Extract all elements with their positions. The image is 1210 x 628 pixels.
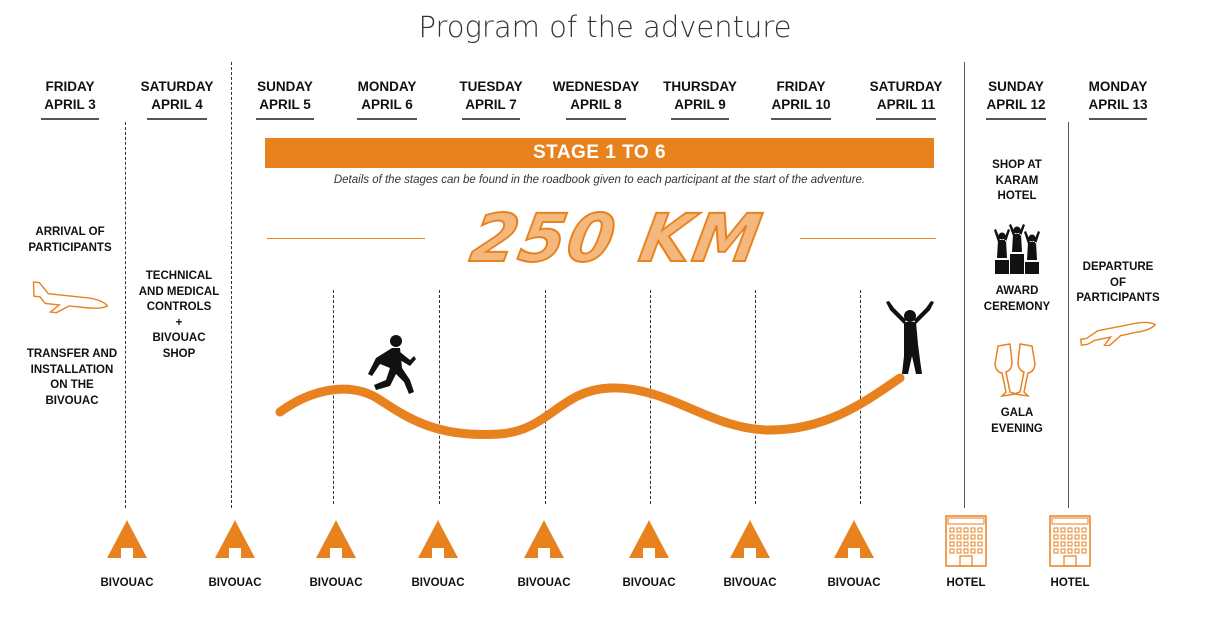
day-date: APRIL 7 — [465, 97, 517, 112]
stage-details: Details of the stages can be found in th… — [333, 174, 866, 186]
lodging-label: BIVOUAC — [517, 577, 571, 589]
separator-line — [964, 62, 965, 508]
day-weekday: SATURDAY — [869, 79, 943, 94]
airplane-outline-icon — [32, 281, 109, 314]
separator-line — [125, 122, 126, 508]
note-gala: GALA EVENING — [991, 407, 1043, 435]
distance-rule-right — [800, 238, 936, 239]
lodging-label: BIVOUAC — [622, 577, 676, 589]
day-weekday: SUNDAY — [257, 79, 313, 94]
day-header: THURSDAY APRIL 9 — [663, 78, 737, 114]
lodging-label: HOTEL — [1050, 577, 1090, 589]
day-underline — [986, 118, 1046, 120]
day-underline — [876, 118, 936, 120]
day-header: TUESDAY APRIL 7 — [459, 78, 522, 114]
hotel-building-icon — [945, 515, 987, 567]
day-header: WEDNESDAY APRIL 8 — [553, 78, 640, 114]
separator-line — [545, 290, 546, 504]
separator-line — [333, 290, 334, 504]
tent-icon — [316, 520, 356, 558]
day-header: SUNDAY APRIL 5 — [257, 78, 313, 114]
tent-icon — [629, 520, 669, 558]
day-date: APRIL 11 — [876, 97, 936, 112]
separator-line — [860, 290, 861, 504]
day-date: APRIL 9 — [674, 97, 726, 112]
separator-line — [755, 290, 756, 504]
page-title: Program of the adventure — [418, 10, 792, 44]
note-transfer: TRANSFER AND INSTALLATION ON THE BIVOUAC — [26, 348, 118, 407]
day-header: MONDAY APRIL 6 — [358, 78, 417, 114]
day-underline — [462, 118, 520, 120]
podium-icon — [994, 224, 1040, 274]
day-date: APRIL 4 — [151, 97, 203, 112]
day-date: APRIL 10 — [771, 97, 831, 112]
lodging-label: BIVOUAC — [309, 577, 363, 589]
day-date: APRIL 12 — [986, 97, 1046, 112]
day-header: SATURDAY APRIL 11 — [870, 78, 943, 114]
lodging-label: BIVOUAC — [100, 577, 154, 589]
tent-icon — [215, 520, 255, 558]
lodging-label: BIVOUAC — [827, 577, 881, 589]
note-shop: SHOP AT KARAM HOTEL — [992, 159, 1042, 202]
tent-icon — [834, 520, 874, 558]
day-underline — [357, 118, 417, 120]
day-underline — [1089, 118, 1147, 120]
runner-silhouette-icon — [368, 335, 416, 394]
day-weekday: MONDAY — [1088, 79, 1148, 94]
day-date: APRIL 8 — [570, 97, 622, 112]
day-underline — [147, 118, 207, 120]
day-underline — [41, 118, 99, 120]
day-weekday: WEDNESDAY — [552, 79, 640, 94]
airplane-outline-icon — [1079, 321, 1157, 346]
distance-label: 250 KM — [464, 199, 769, 278]
day-underline — [671, 118, 729, 120]
distance-rule-left — [267, 238, 425, 239]
separator-line — [439, 290, 440, 504]
day-date: APRIL 13 — [1088, 97, 1148, 112]
day-weekday: TUESDAY — [459, 79, 523, 94]
day-date: APRIL 6 — [361, 97, 413, 112]
route-profile-curve — [275, 373, 905, 440]
separator-line — [1068, 122, 1069, 508]
day-weekday: SUNDAY — [988, 79, 1044, 94]
day-header: FRIDAY APRIL 3 — [44, 78, 96, 114]
day-weekday: MONDAY — [357, 79, 417, 94]
finisher-arms-raised-icon — [886, 301, 934, 374]
lodging-label: HOTEL — [946, 577, 986, 589]
day-header: FRIDAY APRIL 10 — [771, 78, 830, 114]
day-underline — [771, 118, 831, 120]
day-header: MONDAY APRIL 13 — [1088, 78, 1147, 114]
tent-icon — [524, 520, 564, 558]
lodging-label: BIVOUAC — [723, 577, 777, 589]
day-header: SUNDAY APRIL 12 — [986, 78, 1045, 114]
day-date: APRIL 3 — [44, 97, 96, 112]
stage-banner: STAGE 1 TO 6 — [265, 138, 934, 168]
day-weekday: FRIDAY — [45, 79, 95, 94]
day-weekday: SATURDAY — [140, 79, 214, 94]
note-award: AWARD CEREMONY — [983, 285, 1051, 313]
day-weekday: THURSDAY — [663, 79, 737, 94]
tent-icon — [418, 520, 458, 558]
day-date: APRIL 5 — [259, 97, 311, 112]
separator-line — [231, 62, 232, 508]
tent-icon — [730, 520, 770, 558]
note-technical: TECHNICAL AND MEDICAL CONTROLS + BIVOUAC… — [138, 270, 220, 360]
lodging-label: BIVOUAC — [411, 577, 465, 589]
day-weekday: FRIDAY — [776, 79, 826, 94]
hotel-building-icon — [1049, 515, 1091, 567]
day-underline — [256, 118, 314, 120]
day-underline — [566, 118, 626, 120]
note-arrival: ARRIVAL OF PARTICIPANTS — [28, 226, 112, 254]
champagne-glasses-icon — [994, 343, 1036, 398]
lodging-label: BIVOUAC — [208, 577, 262, 589]
note-departure: DEPARTURE OF PARTICIPANTS — [1076, 261, 1160, 304]
day-header: SATURDAY APRIL 4 — [141, 78, 214, 114]
tent-icon — [107, 520, 147, 558]
